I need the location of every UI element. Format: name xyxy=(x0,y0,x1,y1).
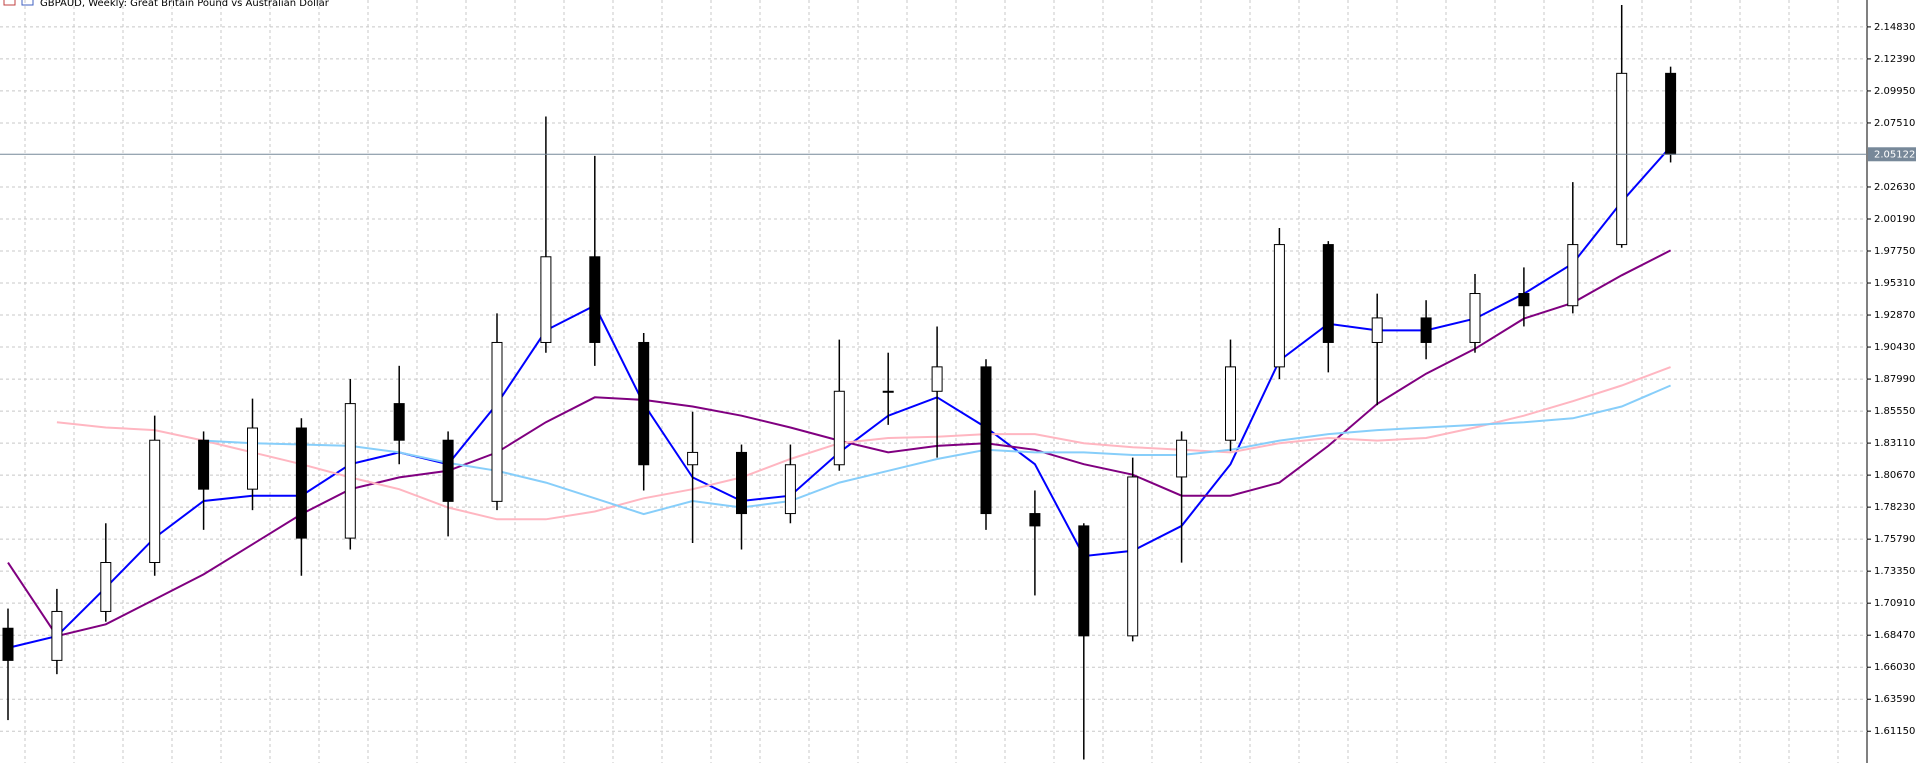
vertical-grid xyxy=(24,0,1839,763)
candle-body xyxy=(1665,72,1677,155)
y-tick-label: 2.09950 xyxy=(1874,86,1915,97)
candle-body xyxy=(1567,244,1579,307)
y-tick-label: 2.00190 xyxy=(1874,214,1915,225)
y-tick-label: 2.07510 xyxy=(1874,118,1915,129)
candle-body xyxy=(784,464,796,515)
candle-body xyxy=(295,427,307,539)
candle-body xyxy=(1127,476,1139,637)
y-tick-label: 1.63590 xyxy=(1874,694,1915,705)
y-tick-label: 1.68470 xyxy=(1874,630,1915,641)
candle-body xyxy=(344,403,356,539)
y-tick-label: 1.75790 xyxy=(1874,534,1915,545)
candle-body xyxy=(1176,439,1188,478)
icon xyxy=(21,0,34,6)
y-tick-label: 1.92870 xyxy=(1874,310,1915,321)
candle-body xyxy=(100,562,112,612)
candle-body xyxy=(540,256,552,343)
icon xyxy=(3,0,16,6)
candle-body xyxy=(1420,317,1432,343)
y-tick-label: 2.14830 xyxy=(1874,22,1915,33)
y-tick-label: 1.85550 xyxy=(1874,406,1915,417)
candle-body xyxy=(638,341,650,466)
y-tick-label: 1.90430 xyxy=(1874,342,1915,353)
y-tick-label: 1.80670 xyxy=(1874,470,1915,481)
candle-body xyxy=(198,439,210,490)
candle-body xyxy=(1518,293,1530,307)
indicator-line xyxy=(56,366,1671,521)
candle-body xyxy=(980,366,992,515)
title-bar: GBPAUD, Weekly: Great Britain Pound vs A… xyxy=(3,0,330,9)
y-tick-label: 1.70910 xyxy=(1874,598,1915,609)
candle-body xyxy=(1469,293,1481,343)
candle-body xyxy=(1616,72,1628,246)
y-tick-label: 2.12390 xyxy=(1874,54,1915,65)
y-tick-label: 1.66030 xyxy=(1874,662,1915,673)
y-tick-label: 1.78230 xyxy=(1874,502,1915,513)
y-tick-label: 1.95310 xyxy=(1874,278,1915,289)
chart-title: GBPAUD, Weekly: Great Britain Pound vs A… xyxy=(40,0,330,9)
candle-body xyxy=(51,610,63,661)
candle-body xyxy=(833,390,845,466)
candle-body xyxy=(1225,366,1236,441)
candle-body xyxy=(687,451,699,466)
y-tick-label: 1.73350 xyxy=(1874,566,1915,577)
y-tick-label: 1.83110 xyxy=(1874,438,1915,449)
candle-body xyxy=(149,439,161,564)
y-tick-label: 1.61150 xyxy=(1874,726,1915,737)
current-price-box xyxy=(1868,147,1916,162)
candle-body xyxy=(931,366,943,392)
candle-body xyxy=(882,390,894,393)
candle-body xyxy=(491,341,503,502)
candle-body xyxy=(1078,525,1090,637)
y-tick-label: 1.97750 xyxy=(1874,246,1915,257)
candle-body xyxy=(589,256,601,343)
current-price-label: 2.05122 xyxy=(1874,149,1915,160)
candle-body xyxy=(393,403,405,441)
candle-body xyxy=(1029,513,1041,527)
y-tick-label: 2.02630 xyxy=(1874,182,1915,193)
candle-body xyxy=(247,427,258,490)
candle-body xyxy=(442,439,454,502)
y-tick-label: 1.87990 xyxy=(1874,374,1915,385)
candle-body xyxy=(736,451,747,515)
candle-body xyxy=(2,627,14,661)
candle-body xyxy=(1371,317,1383,343)
candle-body xyxy=(1273,244,1285,368)
candle-body xyxy=(1322,244,1334,343)
